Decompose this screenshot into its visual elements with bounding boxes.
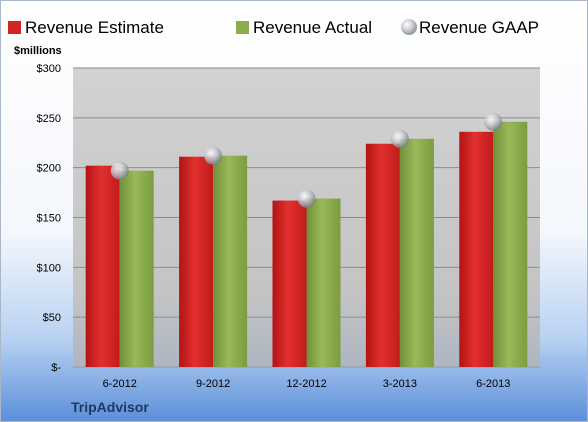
y-tick-label: $50 — [43, 312, 61, 324]
legend-swatch — [236, 21, 249, 34]
y-tick-label: $- — [51, 362, 61, 374]
x-tick-label: 6-2012 — [103, 378, 137, 390]
x-tick-label: 12-2012 — [286, 378, 326, 390]
marker-revenue-gaap — [484, 112, 503, 131]
x-axis: 6-2012 9-2012 12-2012 3-2013 6-2013 — [103, 378, 511, 390]
x-tick-label: 9-2012 — [196, 378, 230, 390]
y-tick-label: $200 — [37, 163, 61, 175]
legend: Revenue Estimate Revenue Actual Revenue GA… — [8, 18, 539, 37]
legend-label: Revenue Actual — [253, 18, 372, 37]
bar-revenue-actual — [119, 170, 154, 367]
legend-swatch — [8, 21, 21, 34]
bar-revenue-estimate — [179, 156, 214, 367]
x-tick-label: 6-2013 — [476, 378, 510, 390]
bar-revenue-estimate — [459, 131, 494, 367]
bar-revenue-actual — [493, 121, 528, 367]
legend-swatch — [401, 19, 417, 35]
marker-revenue-gaap — [390, 129, 409, 148]
y-tick-label: $150 — [37, 213, 61, 225]
bars — [85, 121, 528, 367]
legend-label: Revenue Estimate — [25, 18, 164, 37]
y-tick-label: $250 — [37, 113, 61, 125]
bar-revenue-estimate — [85, 165, 120, 367]
legend-label: Revenue GAAP — [419, 18, 539, 37]
bar-revenue-estimate — [272, 200, 307, 367]
bar-revenue-actual — [306, 198, 341, 367]
marker-revenue-gaap — [204, 146, 223, 165]
marker-revenue-gaap — [110, 161, 129, 180]
y-tick-label: $300 — [37, 63, 61, 75]
gaap-markers — [110, 112, 503, 208]
marker-revenue-gaap — [297, 189, 316, 208]
bar-revenue-actual — [213, 155, 248, 367]
company-name: TripAdvisor — [71, 399, 149, 415]
y-axis: $- $50 $100 $150 $200 $250 $300 — [37, 63, 62, 374]
y-unit-label: $millions — [14, 45, 62, 57]
x-tick-label: 3-2013 — [383, 378, 417, 390]
bar-revenue-estimate — [365, 143, 400, 367]
bar-revenue-actual — [399, 138, 434, 367]
y-tick-label: $100 — [37, 262, 61, 274]
